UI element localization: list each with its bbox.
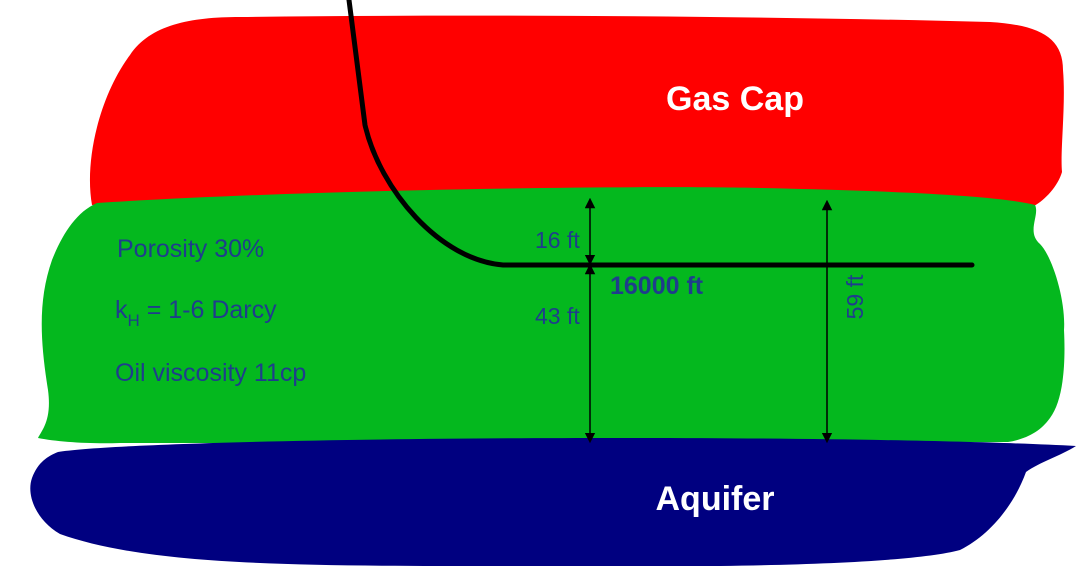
well-trajectory: [346, 0, 975, 268]
permeability-label: kH = 1-6 Darcy: [115, 296, 277, 330]
aquifer-title: Aquifer: [656, 480, 775, 518]
permeability-symbol: k: [115, 296, 128, 324]
above-well-thickness-label: 16 ft: [535, 227, 580, 253]
viscosity-label: Oil viscosity 11cp: [115, 359, 306, 387]
below-well-thickness-label: 43 ft: [535, 303, 580, 329]
gas-cap-layer: [89, 15, 1064, 207]
oil-zone-layer: [38, 187, 1065, 444]
porosity-label: Porosity 30%: [117, 235, 264, 263]
gas-cap-title: Gas Cap: [666, 80, 804, 118]
aquifer-layer: [30, 438, 1076, 566]
total-thickness-label: 59 ft: [842, 274, 868, 319]
horizontal-length-label: 16000 ft: [610, 272, 704, 300]
permeability-subscript: H: [128, 311, 140, 330]
permeability-value: = 1-6 Darcy: [140, 296, 277, 324]
